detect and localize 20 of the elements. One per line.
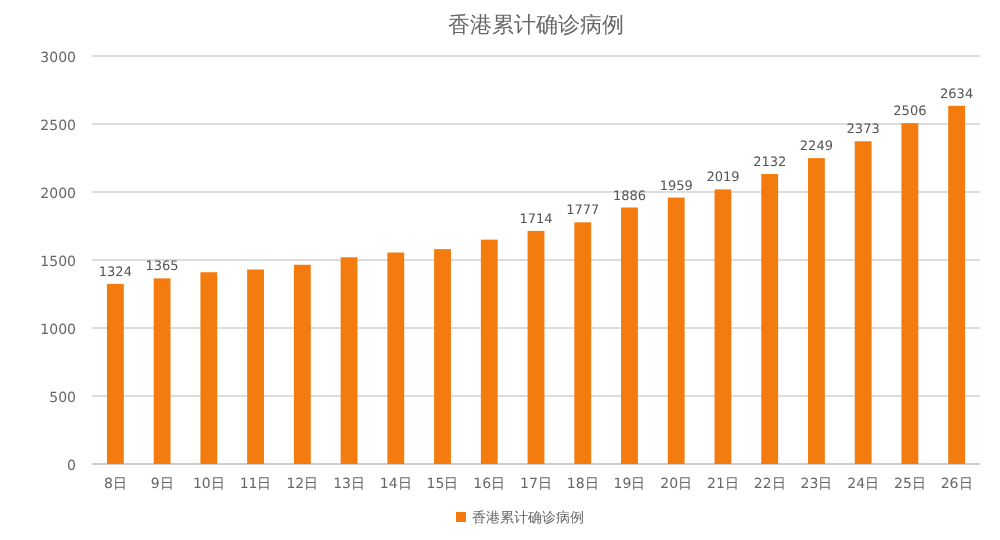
bar (340, 257, 358, 464)
bar (293, 264, 311, 464)
bar (621, 207, 638, 464)
bar (714, 189, 732, 464)
bar (247, 269, 264, 464)
bar (808, 158, 825, 464)
bar (200, 272, 218, 464)
bar (901, 123, 919, 464)
bar (948, 105, 966, 464)
bar (153, 278, 171, 464)
bar (527, 230, 545, 464)
bar (667, 197, 685, 464)
bar (761, 174, 779, 464)
chart-title: 香港累计确诊病例 (448, 12, 624, 38)
bar (387, 252, 405, 464)
bar (480, 239, 498, 464)
bar (106, 283, 124, 464)
bar (854, 141, 872, 464)
bar (574, 222, 592, 464)
bar (434, 249, 451, 464)
